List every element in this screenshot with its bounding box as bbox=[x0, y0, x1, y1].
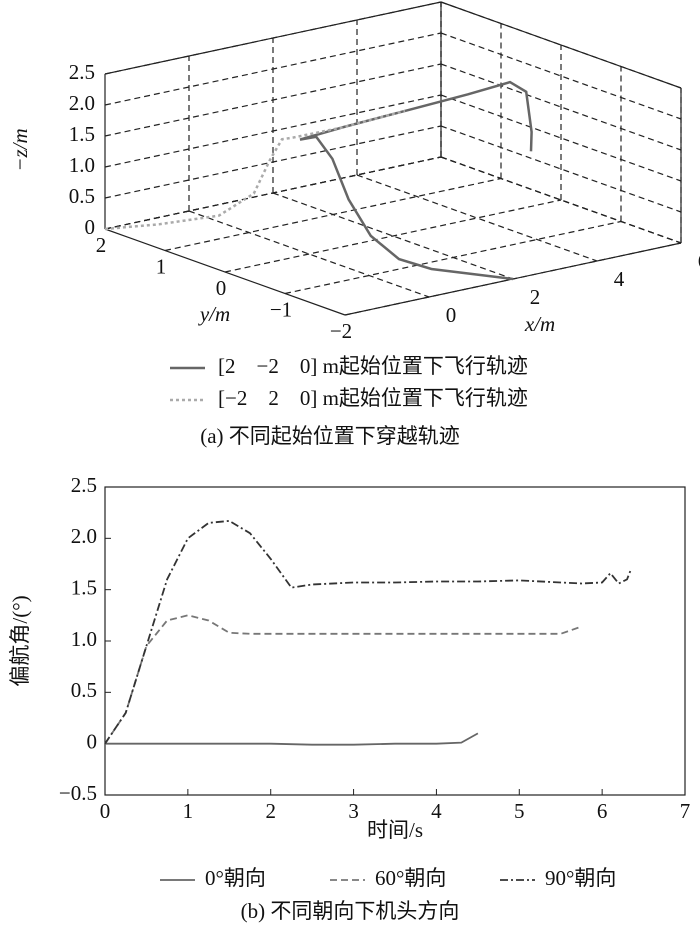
z-axis-label: −z/m bbox=[8, 128, 32, 171]
y-axis-label: y/m bbox=[198, 302, 230, 326]
grid-line bbox=[104, 156, 442, 230]
y-tick-label: −0.5 bbox=[59, 781, 97, 805]
y-tick-label: −2 bbox=[330, 319, 352, 343]
trajectory bbox=[104, 109, 406, 231]
y-tick-label: 0 bbox=[87, 729, 98, 753]
legend-label: 90°朝向 bbox=[545, 866, 616, 890]
y-tick-label: 2.0 bbox=[71, 524, 97, 548]
caption: (a) 不同起始位置下穿越轨迹 bbox=[200, 424, 460, 448]
x-tick-label: 0 bbox=[446, 303, 457, 327]
y-tick-label: 1.0 bbox=[71, 627, 97, 651]
y-tick-label: −1 bbox=[270, 297, 292, 321]
x-axis-label: 时间/s bbox=[367, 818, 423, 842]
grid-line bbox=[284, 220, 622, 295]
grid-line bbox=[440, 32, 682, 120]
line-series bbox=[105, 732, 479, 746]
trajectory bbox=[299, 80, 533, 281]
y-tick-label: 1.5 bbox=[71, 575, 97, 599]
x-tick-label: 7 bbox=[680, 799, 691, 823]
x-tick-label: 2 bbox=[265, 799, 276, 823]
grid-line bbox=[272, 192, 514, 280]
grid-line bbox=[440, 94, 682, 182]
z-tick-label: 1.0 bbox=[69, 153, 95, 177]
x-tick-label: 5 bbox=[514, 799, 525, 823]
grid-line bbox=[440, 125, 682, 213]
caption: (b) 不同朝向下机头方向 bbox=[241, 899, 460, 923]
y-tick-label: 2.5 bbox=[71, 473, 97, 497]
grid-line bbox=[224, 199, 562, 273]
grid-line bbox=[356, 174, 598, 262]
x-tick-label: 3 bbox=[348, 799, 359, 823]
grid-line bbox=[440, 63, 682, 151]
z-tick-label: 2.5 bbox=[69, 60, 95, 84]
y-tick-label: 2 bbox=[96, 233, 107, 257]
x-tick-label: 4 bbox=[614, 267, 625, 291]
legend-label: [2 −2 0] m起始位置下飞行轨迹 bbox=[218, 354, 528, 378]
legend-label: 0°朝向 bbox=[205, 866, 266, 890]
x-axis-label: x/m bbox=[524, 312, 555, 336]
z-tick-label: 2.0 bbox=[69, 91, 95, 115]
z-tick-label: 0 bbox=[85, 215, 96, 239]
y-tick-label: 1 bbox=[156, 254, 167, 278]
x-tick-label: 6 bbox=[698, 249, 700, 273]
legend-label: 60°朝向 bbox=[375, 866, 446, 890]
y-axis-label: 偏航角/(°) bbox=[8, 595, 32, 686]
z-tick-label: 0.5 bbox=[69, 184, 95, 208]
y-tick-label: 0 bbox=[216, 276, 227, 300]
grid-line bbox=[164, 177, 502, 252]
grid-line bbox=[440, 156, 682, 244]
x-tick-label: 2 bbox=[530, 285, 541, 309]
grid-line bbox=[188, 210, 430, 298]
x-tick-label: 0 bbox=[100, 799, 111, 823]
x-tick-label: 1 bbox=[183, 799, 194, 823]
z-tick-label: 1.5 bbox=[69, 122, 95, 146]
legend-label: [−2 2 0] m起始位置下飞行轨迹 bbox=[218, 386, 528, 410]
y-tick-label: 0.5 bbox=[71, 678, 97, 702]
x-tick-label: 6 bbox=[597, 799, 608, 823]
x-tick-label: 4 bbox=[431, 799, 442, 823]
line-series bbox=[104, 614, 582, 745]
line-series bbox=[104, 519, 632, 745]
grid-line bbox=[440, 1, 682, 89]
plot-frame bbox=[104, 486, 686, 796]
